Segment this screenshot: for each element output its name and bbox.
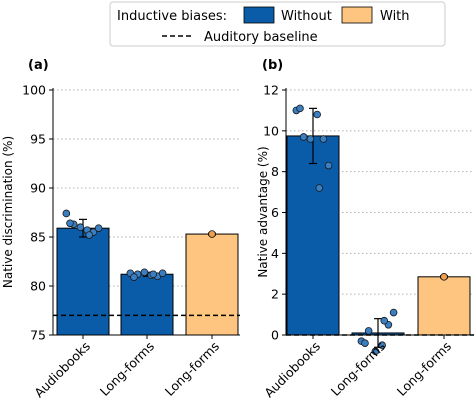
bar [120, 273, 174, 336]
y-tick-label: 75 [30, 328, 46, 343]
panel-b-label: (b) [262, 58, 283, 73]
legend-title: Inductive biases: [117, 9, 227, 24]
data-point [378, 341, 386, 350]
data-point [140, 268, 149, 277]
legend-swatch-without [243, 6, 275, 24]
y-tick-label: 90 [30, 181, 46, 196]
data-point [364, 327, 373, 335]
bar [417, 276, 471, 336]
y-tick-label: 80 [30, 279, 46, 294]
data-point [76, 223, 85, 232]
x-tick-label: Audiobooks [31, 339, 93, 401]
data-point [208, 230, 216, 238]
data-point [380, 316, 389, 325]
panel-a-ylabel: Native discrimination (%) [1, 136, 15, 288]
data-point [66, 219, 74, 228]
y-tick-label: 2 [271, 287, 279, 302]
data-point [371, 347, 380, 356]
legend-label-without: Without [281, 9, 332, 24]
data-point [85, 231, 94, 239]
y-tick-label: 6 [271, 205, 279, 220]
legend-label-with: With [380, 9, 410, 24]
bar [185, 233, 239, 336]
data-point [319, 135, 328, 143]
data-point [361, 339, 369, 347]
data-point [389, 308, 398, 317]
data-point [315, 184, 324, 192]
panel-a-label: (a) [28, 58, 49, 73]
y-tick-label: 4 [271, 246, 279, 261]
x-tick-label: Long-forms [328, 339, 388, 399]
x-tick-label: Audiobooks [261, 339, 323, 401]
legend-swatch-with [341, 6, 373, 24]
data-point [299, 133, 308, 141]
bar [286, 135, 340, 336]
legend: Inductive biases: Without With Auditory … [109, 1, 446, 47]
x-tick-label: Long-forms [394, 339, 454, 399]
bar [56, 227, 110, 336]
y-tick-label: 10 [263, 123, 279, 138]
y-tick-label: 8 [271, 164, 279, 179]
panel-a: (a) Native discrimination (%) 75 80 85 90 95… [1, 58, 240, 400]
x-tick-label: Long-forms [162, 339, 222, 399]
x-tick-label: Long-forms [97, 339, 157, 399]
panel-b: (b) Native advantage (%) 0 2 4 6 8 10 12 Audiob… [256, 58, 474, 400]
y-tick-label: 0 [271, 328, 279, 343]
y-tick-label: 12 [263, 83, 279, 98]
y-tick-label: 95 [30, 132, 46, 147]
legend-label-baseline: Auditory baseline [204, 30, 318, 45]
data-point [313, 110, 321, 119]
data-point [149, 270, 158, 279]
data-point [306, 135, 315, 143]
data-point [94, 224, 103, 232]
panel-b-ylabel: Native advantage (%) [256, 146, 270, 277]
data-point [62, 209, 71, 218]
y-tick-label: 100 [22, 83, 46, 98]
data-point [158, 269, 167, 278]
y-tick-label: 85 [30, 230, 46, 245]
data-point [130, 273, 138, 281]
data-point [440, 273, 448, 281]
data-point [296, 104, 304, 113]
data-point [324, 161, 333, 170]
